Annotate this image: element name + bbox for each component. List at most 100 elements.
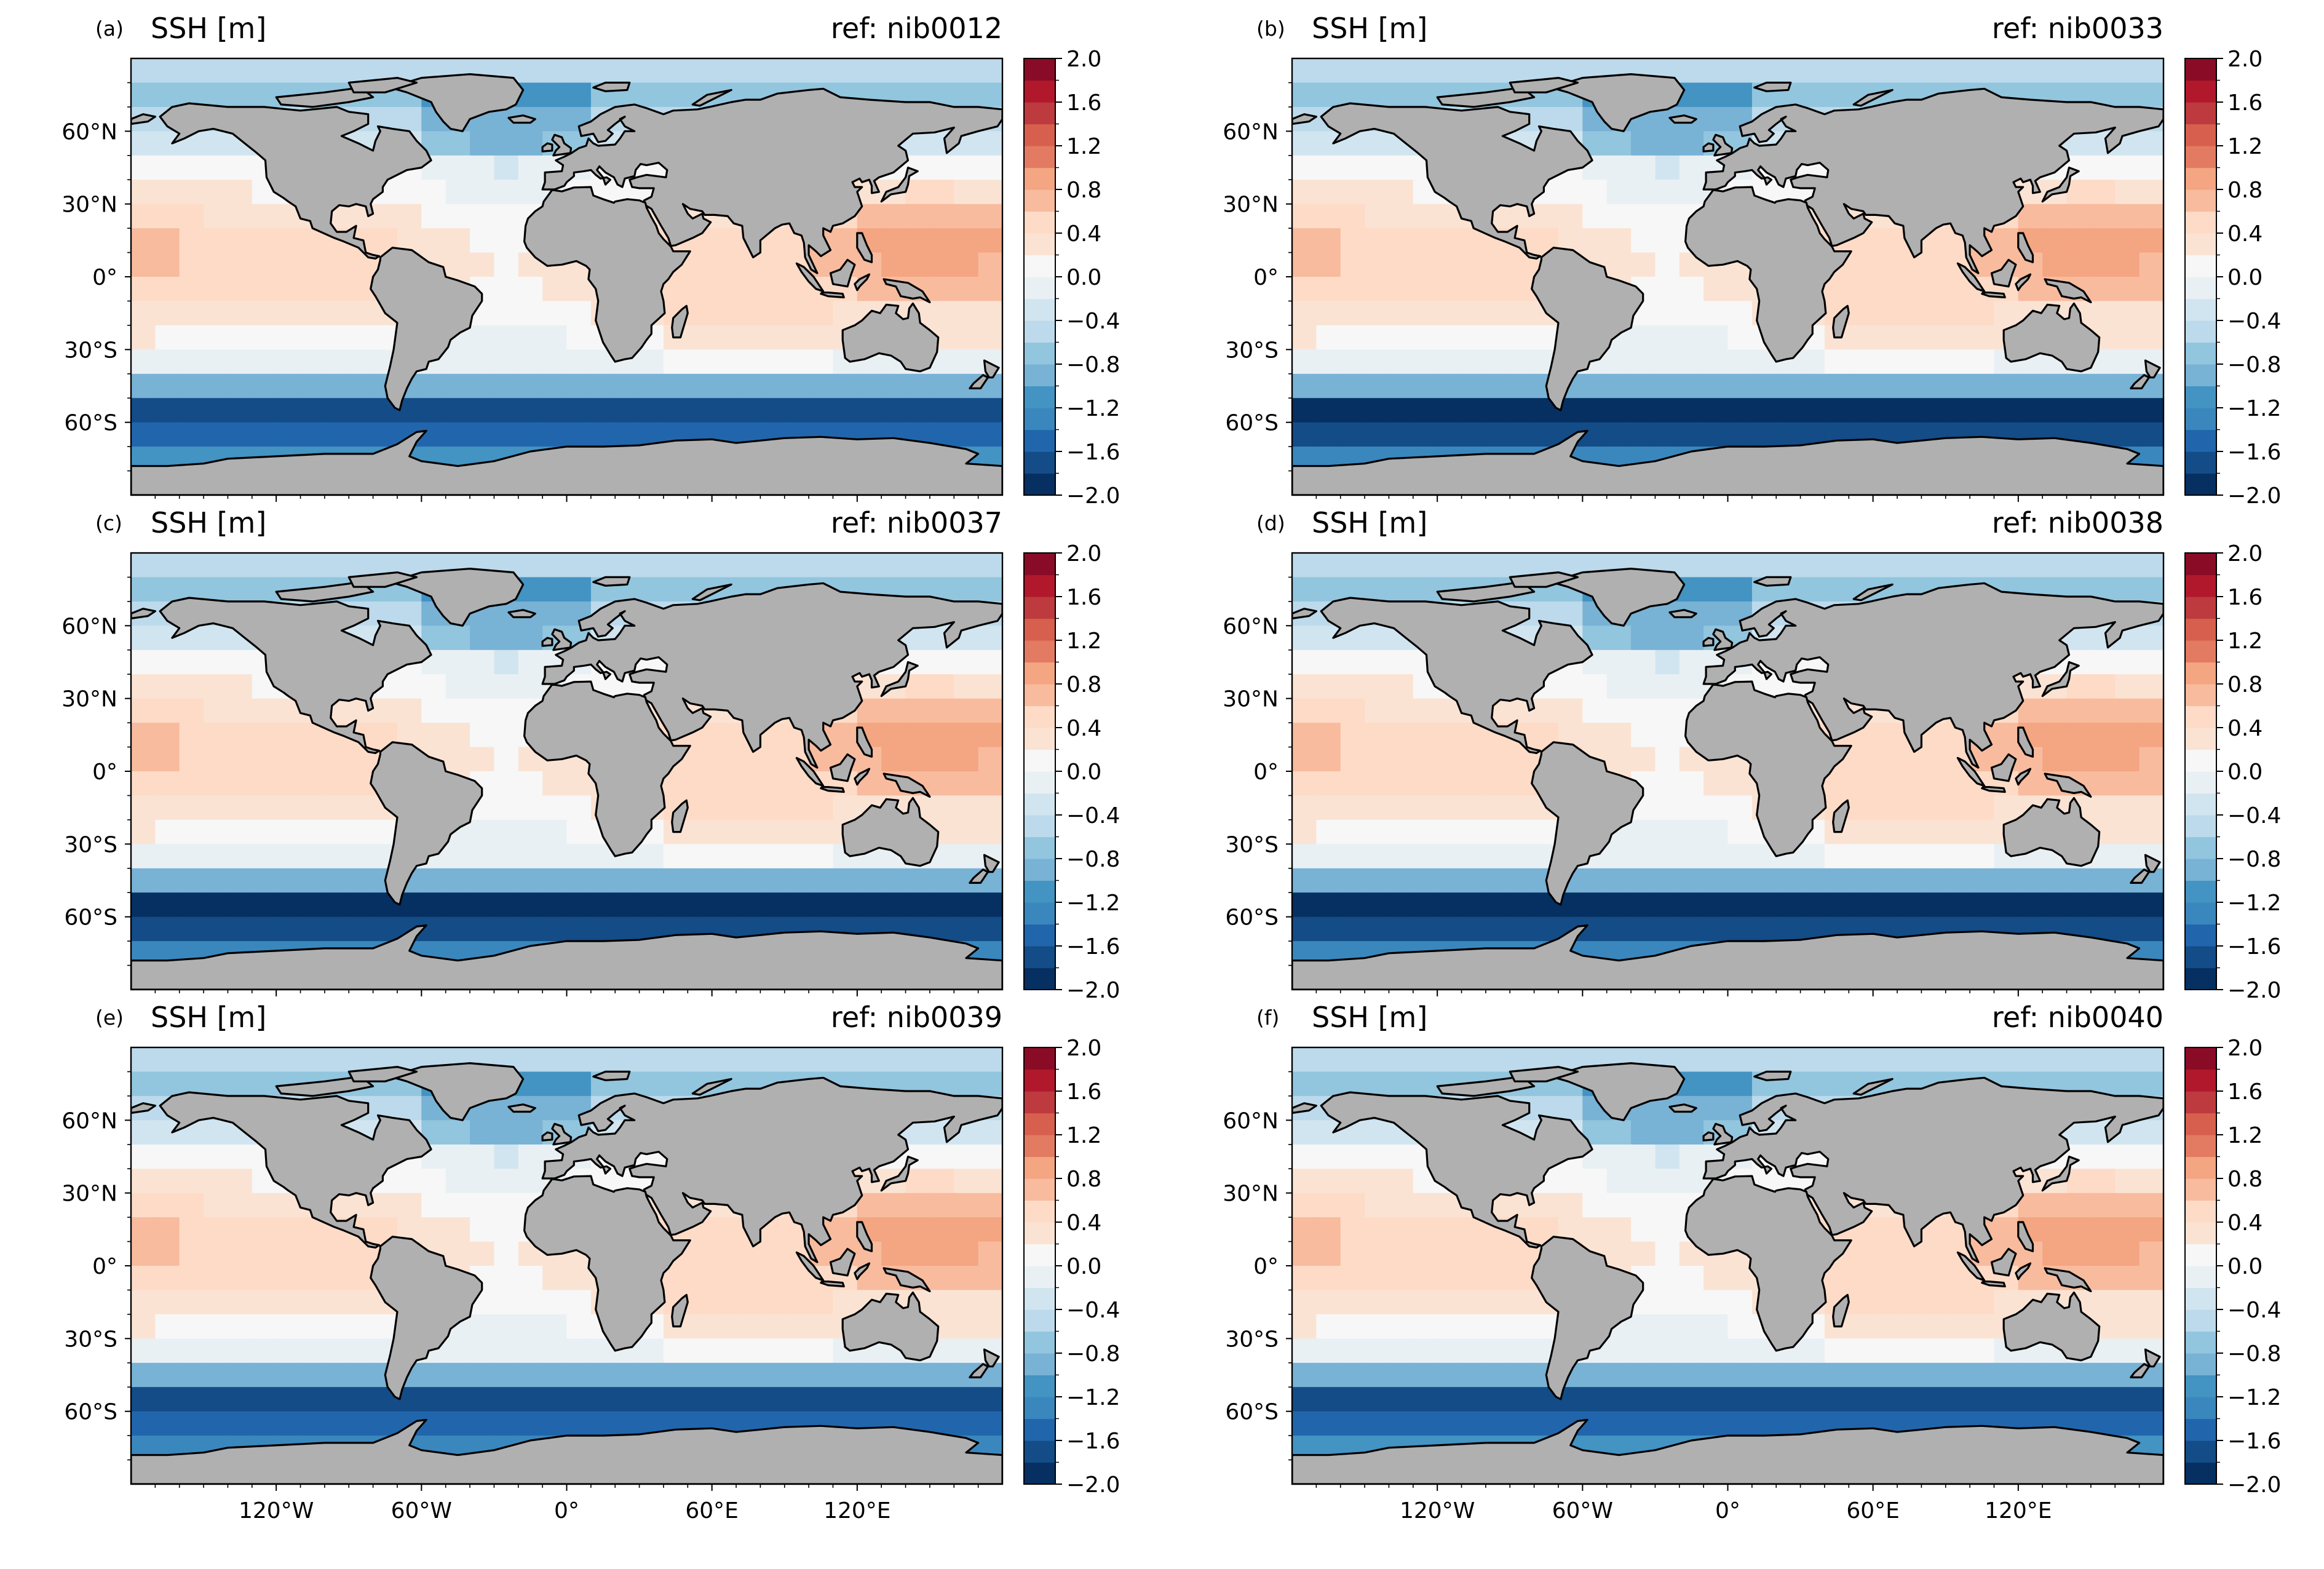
colorbar-level [2185,1331,2216,1354]
colorbar-tick-label: −1.2 [2227,396,2281,421]
colorbar-tick-label: 1.6 [2227,585,2263,610]
colorbar-level [1024,1353,1055,1376]
lat-tick-label: 30°N [1223,1182,1279,1207]
lon-tick-label: 60°W [391,1498,452,1523]
colorbar-level [2185,574,2216,597]
colorbar-level [1024,902,1055,925]
colorbar-level [2185,342,2216,365]
colorbar-level [1024,836,1055,859]
colorbar-tick-label: 1.2 [1066,134,1101,159]
land-masses [1292,73,2163,495]
colorbar-tick-label: 0.8 [1066,672,1101,697]
colorbar-level [1024,124,1055,146]
lat-tick-label: 0° [92,760,117,785]
colorbar-tick-label: 0.4 [2227,221,2263,247]
colorbar-tick-label: 2.0 [1066,1036,1101,1061]
lat-tick-label: 60°N [1223,1108,1279,1134]
panel-letter: (b) [1256,17,1285,41]
lat-tick-label: 60°S [1225,411,1279,436]
colorbar-tick-label: 2.0 [2227,541,2263,566]
colorbar-tick-label: 2.0 [1066,47,1101,72]
colorbar-tick-label: −1.6 [2227,934,2281,959]
colorbar-level [1024,728,1055,750]
lat-tick-label: 0° [92,265,117,290]
colorbar-tick-label: −1.6 [1066,440,1120,465]
colorbar-level [1024,859,1055,881]
colorbar-level [2185,771,2216,794]
panel-letter: (d) [1256,511,1285,535]
lon-tick-label: 120°E [823,1498,890,1523]
map-area: 60°N 30°N 0° 30°S 60°S 120°W 60°W 0° 60°E 120°E [61,1046,1004,1523]
colorbar-level [2185,1418,2216,1441]
colorbar-level [1024,1178,1055,1201]
colorbar-level [1024,364,1055,387]
colorbar-tick-label: −2.0 [2227,1472,2281,1498]
colorbar-level [2185,1069,2216,1092]
lat-tick-label: 60°N [61,1108,117,1134]
colorbar-level [2185,880,2216,903]
panel-svg: (b) SSH [m] ref: nib0033 60°N 30°N 0° 30°S 60°S… [1223,12,2281,509]
colorbar-level [1024,1047,1055,1070]
colorbar-tick-label: 0.8 [2227,672,2263,697]
colorbar-level [2185,924,2216,947]
colorbar-level [2185,618,2216,641]
colorbar-level [1024,640,1055,663]
colorbar-level [1024,211,1055,234]
colorbar-level [1024,1309,1055,1332]
panel-title-right: ref: nib0033 [1992,12,2163,45]
colorbar-level [1024,429,1055,452]
colorbar-level [2185,1309,2216,1332]
panel-title-right: ref: nib0039 [831,1001,1002,1034]
map-area: 60°N 30°N 0° 30°S 60°S [1223,552,2165,996]
colorbar-tick-label: 1.6 [1066,90,1101,116]
lat-tick-label: 30°S [1225,338,1279,363]
colorbar-level [1024,146,1055,169]
colorbar-level [2185,255,2216,277]
map-panel-b: (b) SSH [m] ref: nib0033 60°N 30°N 0° 30°S 60°S… [1161,0,2323,509]
panel-title-left: SSH [m] [1312,506,1427,539]
colorbar-tick-label: 1.2 [1066,1123,1101,1148]
colorbar-tick-label: −0.8 [1066,352,1120,378]
colorbar-level [1024,880,1055,903]
colorbar-tick-label: −1.6 [1066,1429,1120,1454]
panel-letter: (e) [95,1006,124,1030]
colorbar-level [1024,473,1055,496]
colorbar-level [2185,815,2216,838]
colorbar-level [2185,1353,2216,1376]
colorbar-tick-label: −2.0 [1066,483,1120,509]
panel-svg: (d) SSH [m] ref: nib0038 60°N 30°N 0° 30°S 60°S… [1223,506,2281,1003]
colorbar-tick-label: −2.0 [2227,978,2281,1003]
colorbar-level [2185,553,2216,576]
lat-tick-label: 60°N [61,119,117,145]
colorbar-tick-label: −2.0 [1066,978,1120,1003]
colorbar-level [2185,902,2216,925]
colorbar-level [1024,1375,1055,1397]
colorbar-level [1024,342,1055,365]
land-masses [1292,1062,2163,1484]
lat-tick-label: 30°N [61,193,117,218]
colorbar-level [1024,618,1055,641]
lat-tick-label: 60°N [1223,119,1279,145]
colorbar-tick-label: 0.4 [1066,221,1101,247]
colorbar-level [1024,662,1055,685]
colorbar-level [1024,255,1055,277]
colorbar-tick-label: 0.8 [1066,178,1101,203]
panel-title-right: ref: nib0037 [831,506,1002,539]
lat-tick-label: 60°N [1223,614,1279,639]
colorbar-level [2185,451,2216,474]
lat-tick-label: 0° [1253,1254,1279,1279]
colorbar-level [1024,946,1055,969]
colorbar-level [1024,924,1055,947]
colorbar-tick-label: 0.8 [1066,1167,1101,1192]
panel-title-left: SSH [m] [1312,1001,1427,1034]
colorbar-level [1024,1091,1055,1114]
colorbar-tick-label: 0.4 [1066,716,1101,741]
colorbar-level [2185,793,2216,816]
colorbar-tick-label: −0.4 [1066,309,1120,334]
colorbar-level [1024,298,1055,321]
colorbar-level [2185,640,2216,663]
panel-title-right: ref: nib0012 [831,12,1002,45]
colorbar-level [1024,102,1055,125]
colorbar-tick-label: 1.6 [1066,585,1101,610]
